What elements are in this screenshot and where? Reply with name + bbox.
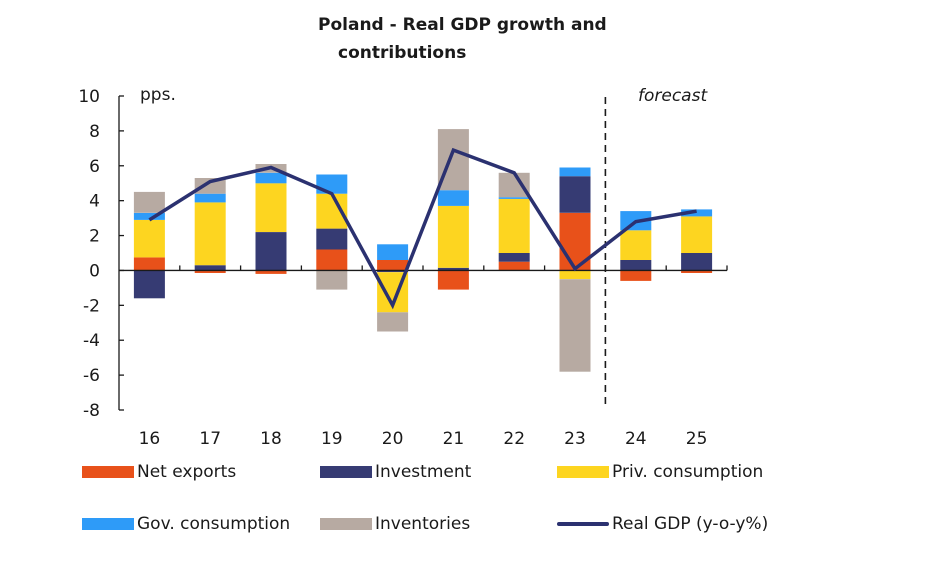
x-tick-label-22: 22	[503, 429, 525, 449]
legend-swatch-gov-consumption	[82, 518, 134, 530]
bar-priv-consumption-23	[559, 270, 591, 280]
legend-item-net-exports: Net exports	[82, 462, 236, 482]
legend-swatch-inventories	[320, 518, 372, 530]
bar-priv-consumption-18	[255, 183, 287, 232]
line-real-gdp	[148, 147, 697, 310]
bar-net-exports-18	[255, 270, 287, 274]
bar-net-exports-16	[133, 257, 165, 271]
legend-swatch-priv-consumption	[557, 466, 609, 478]
legend-label-gov-consumption: Gov. consumption	[137, 514, 291, 534]
legend-label-priv-consumption: Priv. consumption	[612, 462, 764, 482]
bar-investment-23	[559, 176, 591, 213]
bar-gov-consumption-22	[498, 197, 530, 199]
x-tick-label-17: 17	[199, 429, 221, 449]
forecast-label: forecast	[638, 86, 708, 106]
bar-inventories-16	[133, 191, 165, 213]
y-axis-unit-label: pps.	[140, 85, 176, 105]
bar-net-exports-17	[194, 270, 226, 273]
legend-swatch-net-exports	[82, 466, 134, 478]
x-tick-label-24: 24	[625, 429, 647, 449]
bar-gov-consumption-25	[681, 209, 713, 217]
legend-swatch-investment	[320, 466, 372, 478]
legend-label-investment: Investment	[375, 462, 472, 482]
x-tick-label-20: 20	[382, 429, 404, 449]
bar-priv-consumption-25	[681, 216, 713, 253]
legend-label-real-gdp: Real GDP (y-o-y%)	[612, 514, 769, 534]
legend-label-inventories: Inventories	[375, 514, 471, 534]
bar-net-exports-25	[681, 270, 713, 273]
legend-item-inventories: Inventories	[320, 514, 470, 534]
legend-item-real-gdp: Real GDP (y-o-y%)	[557, 514, 768, 534]
y-tick-label: -6	[83, 366, 100, 386]
bar-net-exports-24	[620, 270, 652, 281]
x-tick-label-19: 19	[321, 429, 343, 449]
bar-priv-consumption-17	[194, 202, 226, 266]
legend-swatch-real-gdp	[557, 522, 609, 526]
legend-item-gov-consumption: Gov. consumption	[82, 514, 290, 534]
bar-gov-consumption-23	[559, 167, 591, 177]
bar-gov-consumption-21	[437, 190, 469, 206]
y-tick-label: -2	[83, 296, 100, 316]
bar-net-exports-20	[377, 260, 409, 271]
y-tick-label: -8	[83, 401, 100, 421]
bar-investment-19	[316, 228, 348, 250]
bar-investment-22	[498, 253, 530, 262]
chart-title-line-2: contributions	[338, 43, 467, 63]
bar-inventories-20	[377, 312, 409, 332]
x-tick-label-23: 23	[564, 429, 586, 449]
bar-net-exports-22	[498, 261, 530, 271]
legend-item-investment: Investment	[320, 462, 471, 482]
bar-investment-25	[681, 253, 713, 271]
bars-layer	[133, 129, 713, 372]
bar-gov-consumption-17	[194, 193, 226, 203]
x-tick-label-21: 21	[443, 429, 465, 449]
bar-priv-consumption-21	[437, 205, 469, 268]
chart-title-line-1: Poland - Real GDP growth and	[318, 15, 607, 35]
y-tick-label: 6	[89, 157, 100, 177]
y-tick-label: 2	[89, 227, 100, 247]
bar-investment-17	[194, 265, 226, 271]
bar-investment-20	[377, 270, 409, 273]
bar-inventories-23	[559, 279, 591, 372]
bar-priv-consumption-16	[133, 219, 165, 258]
bar-investment-16	[133, 270, 165, 299]
bar-net-exports-19	[316, 249, 348, 271]
legend-label-net-exports: Net exports	[137, 462, 237, 482]
bar-inventories-19	[316, 270, 348, 290]
y-tick-label: 0	[89, 261, 100, 281]
bar-priv-consumption-24	[620, 230, 652, 260]
gdp-line-layer	[148, 147, 697, 310]
bar-priv-consumption-22	[498, 198, 530, 253]
y-tick-label: -4	[83, 331, 100, 351]
bar-net-exports-21	[437, 270, 469, 290]
x-tick-label-16: 16	[139, 429, 161, 449]
bar-inventories-17	[194, 178, 226, 194]
bar-gov-consumption-16	[133, 212, 165, 220]
y-tick-label: 4	[89, 192, 100, 212]
bar-investment-24	[620, 260, 652, 271]
x-tick-label-25: 25	[686, 429, 708, 449]
x-tick-label-18: 18	[260, 429, 282, 449]
bar-investment-18	[255, 232, 287, 271]
y-tick-label: 10	[78, 87, 100, 107]
bar-inventories-22	[498, 172, 530, 198]
bar-gov-consumption-18	[255, 172, 287, 184]
bar-investment-21	[437, 267, 469, 271]
bar-gov-consumption-20	[377, 244, 409, 260]
y-tick-label: 8	[89, 122, 100, 142]
legend-item-priv-consumption: Priv. consumption	[557, 462, 763, 482]
